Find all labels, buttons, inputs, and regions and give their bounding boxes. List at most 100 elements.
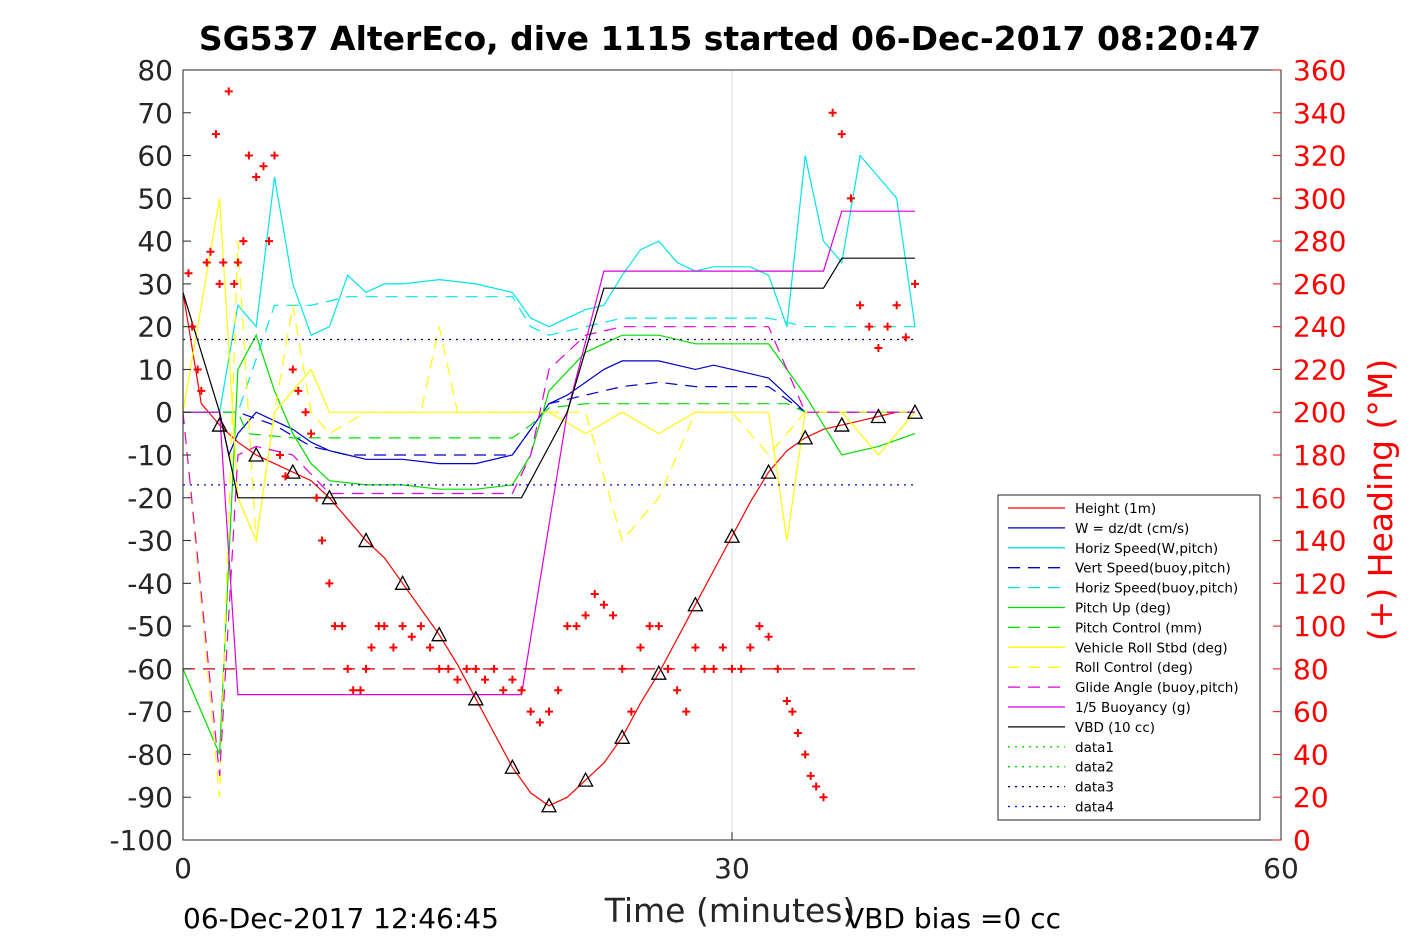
heading-point-41: [435, 664, 444, 673]
heading-point-10: [230, 279, 239, 288]
heading-point-17: [270, 151, 279, 160]
y-tick-label-7: 10: [137, 353, 173, 386]
height-marker-24: [614, 728, 631, 744]
heading-point-8: [219, 258, 228, 267]
legend-label-12: data1: [1075, 740, 1114, 756]
series-line-2: [183, 154, 916, 413]
heading-point-77: [764, 632, 773, 641]
heading-point-71: [709, 664, 718, 673]
height-marker-20: [540, 797, 558, 813]
tick-layer: 80706050403020100-10-20-30-40-50-60-70-8…: [109, 54, 1346, 885]
y-right-tick-label-15: 60: [1293, 696, 1329, 729]
heading-point-75: [746, 643, 755, 652]
series-line-5: [182, 333, 916, 755]
legend-label-11: VBD (10 cc): [1075, 720, 1155, 736]
series-line-8: [182, 241, 915, 798]
heading-point-54: [554, 686, 563, 695]
y-tick-label-15: -70: [127, 696, 173, 729]
y-right-tick-label-9: 180: [1293, 439, 1346, 472]
heading-point-2: [193, 365, 202, 374]
height-marker-16: [467, 690, 484, 706]
legend-label-10: 1/5 Buoyancy (g): [1075, 700, 1191, 716]
height-marker-14: [431, 626, 448, 642]
series-line-9: [182, 326, 915, 776]
legend-label-7: Vehicle Roll Stbd (deg): [1075, 640, 1228, 656]
heading-point-63: [636, 643, 645, 652]
y-right-tick-label-7: 220: [1293, 353, 1346, 386]
heading-point-43: [453, 675, 462, 684]
heading-point-74: [737, 664, 746, 673]
heading-point-52: [535, 718, 544, 727]
heading-point-42: [444, 664, 453, 673]
series-line-3: [183, 381, 915, 456]
y-right-tick-label-4: 280: [1293, 225, 1346, 258]
y-tick-label-11: -30: [127, 525, 173, 558]
heading-point-66: [663, 664, 672, 673]
heading-point-35: [380, 622, 389, 631]
heading-point-24: [312, 493, 321, 502]
heading-point-60: [609, 611, 618, 620]
heading-point-90: [865, 322, 874, 331]
y-tick-label-2: 60: [137, 140, 173, 173]
y-right-tick-label-13: 100: [1293, 610, 1346, 643]
heading-point-7: [215, 279, 224, 288]
height-marker-28: [687, 596, 704, 612]
legend-label-9: Glide Angle (buoy,pitch): [1075, 680, 1239, 696]
heading-point-30: [349, 686, 358, 695]
heading-point-64: [645, 622, 654, 631]
y-right-tick-label-0: 360: [1293, 54, 1346, 87]
series-line-6: [183, 403, 915, 439]
height-marker-12: [394, 574, 411, 590]
heading-point-95: [911, 279, 919, 288]
heading-point-13: [244, 151, 253, 160]
heading-point-38: [407, 632, 416, 641]
y-tick-label-18: -100: [109, 824, 173, 857]
heading-point-12: [239, 237, 248, 246]
y-right-tick-label-10: 160: [1293, 482, 1346, 515]
heading-point-86: [828, 108, 837, 117]
heading-point-67: [673, 686, 682, 695]
x-tick-label-0: 0: [174, 852, 192, 885]
heading-point-21: [294, 386, 303, 395]
legend-label-13: data2: [1075, 760, 1114, 776]
heading-point-61: [618, 664, 627, 673]
y-tick-label-13: -50: [127, 610, 173, 643]
heading-point-4: [202, 258, 211, 267]
y-right-tick-label-8: 200: [1293, 396, 1346, 429]
x-tick-label-2: 60: [1263, 852, 1299, 885]
heading-point-0: [184, 269, 193, 278]
heading-point-23: [307, 429, 316, 438]
heading-point-79: [782, 696, 791, 705]
legend-label-8: Roll Control (deg): [1075, 660, 1193, 676]
heading-point-55: [563, 622, 572, 631]
y-tick-label-0: 80: [137, 54, 173, 87]
x-axis-label: Time (minutes): [604, 891, 856, 930]
height-marker-4: [248, 446, 265, 462]
y-right-tick-label-12: 120: [1293, 567, 1346, 600]
heading-point-87: [837, 130, 846, 139]
y-right-tick-label-16: 40: [1293, 738, 1329, 771]
y-tick-label-10: -20: [127, 482, 173, 515]
heading-point-93: [892, 301, 901, 310]
heading-point-11: [233, 258, 242, 267]
y-right-tick-label-2: 320: [1293, 140, 1346, 173]
heading-point-33: [367, 643, 376, 652]
heading-point-27: [330, 622, 339, 631]
heading-point-58: [590, 590, 599, 599]
heading-point-45: [471, 664, 480, 673]
heading-point-22: [301, 408, 310, 417]
heading-point-81: [793, 729, 802, 738]
heading-point-62: [627, 707, 636, 716]
series-line-0: [182, 292, 915, 807]
heading-point-18: [275, 451, 284, 459]
x-tick-label-1: 30: [714, 852, 750, 885]
height-marker-32: [760, 463, 777, 479]
heading-point-83: [806, 771, 815, 780]
heading-point-31: [356, 686, 365, 695]
legend-entries: Height (1m) W = dz/dt (cm/s) Horiz Speed(W…: [1008, 501, 1239, 816]
footer-timestamp: 06-Dec-2017 12:46:45: [183, 902, 499, 935]
heading-point-26: [325, 579, 334, 588]
heading-point-76: [755, 622, 764, 631]
heading-point-32: [362, 664, 370, 673]
y-tick-label-8: 0: [155, 396, 173, 429]
